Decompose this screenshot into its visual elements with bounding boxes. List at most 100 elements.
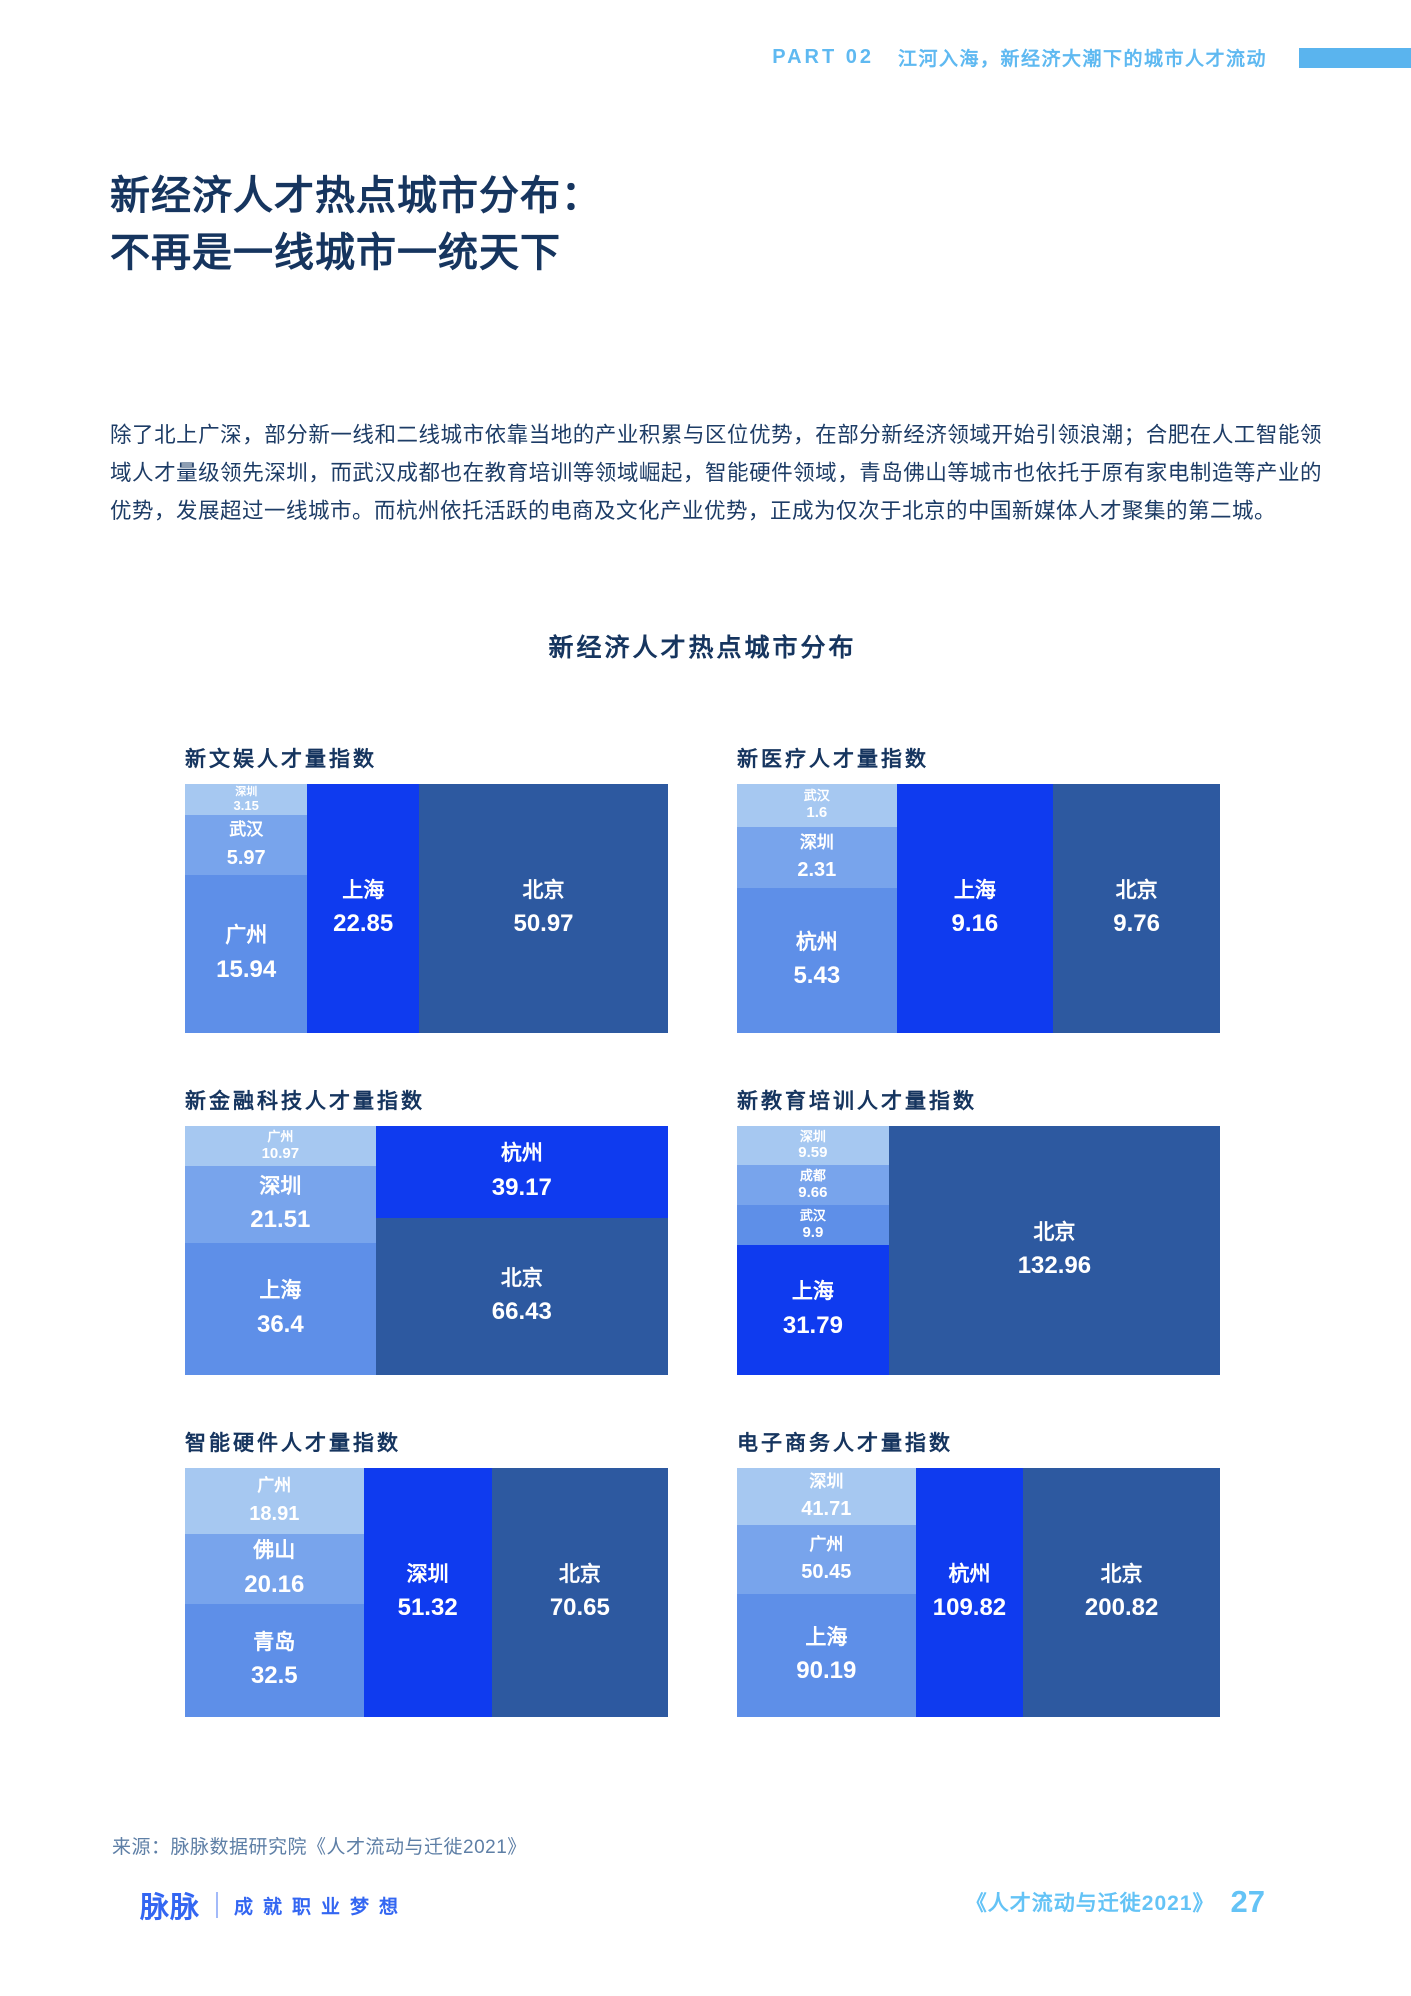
cell-value: 36.4: [256, 1310, 304, 1338]
cell-city-label: 武汉: [803, 788, 830, 804]
footer-slogan: 成就职业梦想: [234, 1896, 409, 1918]
treemap-cell: 北京 132.96: [888, 1126, 1220, 1375]
cell-city-label: 广州: [267, 1128, 294, 1144]
cell-city-label: 广州: [809, 1534, 844, 1554]
cell-city-label: 上海: [259, 1279, 302, 1303]
cell-city-label: 杭州: [500, 1142, 543, 1166]
cell-value: 3.15: [233, 797, 259, 813]
cell-value: 39.17: [491, 1173, 552, 1201]
source-note: 来源：脉脉数据研究院《人才流动与迁徙2021》: [112, 1837, 527, 1858]
treemap-column: 北京 9.76: [1053, 784, 1220, 1033]
chart-title: 新医疗人才量指数: [737, 748, 929, 771]
chart-block-5: 智能硬件人才量指数 广州 18.91 佛山 20.16 青岛 32.5 深圳 51.32 北京 70…: [185, 1427, 668, 1718]
cell-value: 66.43: [491, 1298, 552, 1326]
cell-city-label: 深圳: [235, 785, 258, 798]
cell-value: 50.45: [801, 1561, 852, 1584]
cell-city-label: 武汉: [229, 820, 264, 840]
cell-city-label: 佛山: [253, 1539, 296, 1563]
treemap-column: 北京 70.65: [491, 1468, 668, 1717]
treemap-column: 北京 50.97: [419, 784, 668, 1033]
cell-city-label: 杭州: [795, 930, 838, 954]
treemap-cell: 北京 9.76: [1053, 784, 1220, 1033]
cell-value: 109.82: [932, 1594, 1007, 1622]
cell-city-label: 深圳: [799, 1128, 826, 1144]
treemap-column: 上海 9.16: [896, 784, 1054, 1033]
cell-value: 21.51: [250, 1206, 311, 1234]
treemap-column: 广州 18.91 佛山 20.16 青岛 32.5: [185, 1468, 364, 1718]
treemap-cell: 青岛 32.5: [185, 1603, 364, 1718]
cell-value: 1.6: [806, 804, 828, 822]
chapter-title: 江河入海，新经济大潮下的城市人才流动: [897, 49, 1267, 70]
section-title: 新经济人才热点城市分布: [548, 634, 857, 662]
chart-title: 新金融科技人才量指数: [185, 1090, 425, 1113]
treemap-cell: 深圳 9.59: [737, 1126, 889, 1166]
treemap-cell: 深圳 2.31: [737, 826, 897, 889]
chart-title: 智能硬件人才量指数: [185, 1432, 401, 1455]
treemap-cell: 北京 66.43: [375, 1218, 668, 1375]
cell-value: 9.9: [802, 1223, 824, 1241]
cell-city-label: 杭州: [948, 1562, 991, 1586]
chart-title: 新教育培训人才量指数: [737, 1090, 977, 1113]
chart-block-2: 新医疗人才量指数 武汉 1.6 深圳 2.31 杭州 5.43 上海 9.16 北京 9.76: [737, 743, 1220, 1033]
treemap-cell: 北京 50.97: [419, 784, 668, 1033]
cell-value: 132.96: [1017, 1252, 1092, 1280]
cell-city-label: 武汉: [799, 1207, 826, 1223]
cell-city-label: 北京: [1115, 878, 1158, 902]
cell-city-label: 上海: [953, 878, 996, 902]
page-title-line2: 不再是一线城市一统天下: [110, 231, 561, 275]
page-number: 27: [1230, 1884, 1265, 1919]
cell-value: 90.19: [796, 1657, 857, 1685]
cell-city-label: 深圳: [259, 1174, 302, 1198]
page-header: PART 02 江河入海，新经济大潮下的城市人才流动: [0, 44, 1411, 71]
treemap-cell: 广州 10.97: [185, 1126, 376, 1166]
treemap-cell: 上海 22.85: [307, 784, 420, 1033]
treemap: 广州 10.97 深圳 21.51 上海 36.4 杭州 39.17 北京 66.43: [185, 1126, 668, 1375]
treemap-column: 深圳 9.59 成都 9.66 武汉 9.9 上海 31.79: [737, 1126, 889, 1375]
cell-value: 51.32: [397, 1594, 458, 1622]
cell-city-label: 北京: [522, 878, 565, 902]
treemap: 广州 18.91 佛山 20.16 青岛 32.5 深圳 51.32 北京 70.65: [185, 1468, 668, 1718]
chart-block-6: 电子商务人才量指数深圳 41.71 广州 50.45 上海 90.19 杭州 109.82 北京…: [737, 1427, 1220, 1717]
treemap-cell: 深圳 51.32: [363, 1468, 492, 1717]
treemap-cell: 深圳 41.71: [737, 1468, 916, 1525]
page-title-line1: 新经济人才热点城市分布：: [110, 174, 602, 218]
footer-right: 《人才流动与迁徙2021》 27: [966, 1884, 1265, 1920]
charts-grid: 新文娱人才量指数 深圳 3.15 武汉 5.97 广州 15.94 上海 22.85 北京 50.9…: [185, 743, 1220, 1718]
maimai-logo: 脉脉: [140, 1892, 201, 1924]
cell-value: 50.97: [513, 910, 574, 938]
treemap: 深圳 41.71 广州 50.45 上海 90.19 杭州 109.82 北京 200.82: [737, 1468, 1220, 1717]
treemap: 深圳 3.15 武汉 5.97 广州 15.94 上海 22.85 北京 50.97: [185, 784, 668, 1033]
treemap-column: 广州 10.97 深圳 21.51 上海 36.4: [185, 1126, 376, 1375]
cell-value: 9.59: [798, 1144, 828, 1162]
cell-value: 70.65: [549, 1594, 610, 1622]
cell-city-label: 北京: [500, 1266, 543, 1290]
cell-value: 200.82: [1084, 1594, 1159, 1622]
treemap-cell: 武汉 1.6: [737, 784, 897, 827]
treemap-column: 武汉 1.6 深圳 2.31 杭州 5.43: [737, 784, 897, 1033]
intro-paragraph: 除了北上广深，部分新一线和二线城市依靠当地的产业积累与区位优势，在部分新经济领域…: [110, 423, 1322, 523]
treemap-cell: 广州 18.91: [185, 1468, 364, 1534]
cell-value: 9.76: [1113, 910, 1160, 938]
cell-city-label: 深圳: [809, 1471, 844, 1491]
cell-value: 31.79: [782, 1311, 843, 1339]
treemap-cell: 武汉 9.9: [737, 1204, 889, 1246]
cell-city-label: 北京: [1033, 1220, 1076, 1244]
treemap-column: 北京 200.82: [1023, 1468, 1220, 1717]
treemap-cell: 上海 90.19: [737, 1593, 916, 1717]
cell-city-label: 青岛: [253, 1630, 296, 1654]
cell-value: 22.85: [333, 910, 394, 938]
treemap: 武汉 1.6 深圳 2.31 杭州 5.43 上海 9.16 北京 9.76: [737, 784, 1220, 1033]
treemap-cell: 成都 9.66: [737, 1165, 889, 1205]
cell-value: 15.94: [216, 955, 277, 983]
cell-value: 32.5: [250, 1662, 298, 1690]
cell-city-label: 上海: [791, 1280, 834, 1304]
treemap-cell: 武汉 5.97: [185, 815, 308, 875]
chart-title: 电子商务人才量指数: [737, 1432, 953, 1455]
cell-city-label: 广州: [257, 1476, 292, 1496]
cell-city-label: 上海: [342, 878, 385, 902]
cell-city-label: 上海: [805, 1625, 848, 1649]
footer-book-title: 《人才流动与迁徙2021》: [965, 1892, 1215, 1915]
treemap-cell: 杭州 39.17: [375, 1126, 668, 1219]
chart-block-3: 新金融科技人才量指数广州 10.97 深圳 21.51 上海 36.4 杭州 39.17 北京 6…: [185, 1085, 668, 1375]
